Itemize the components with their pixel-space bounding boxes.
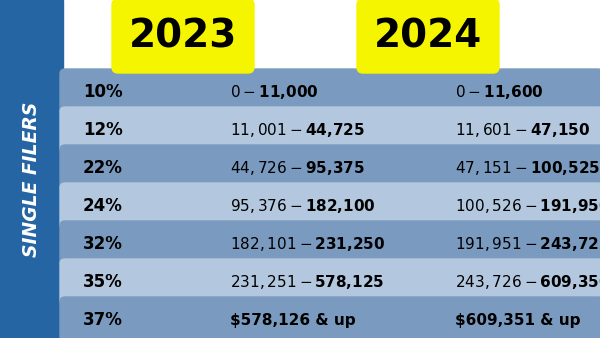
FancyBboxPatch shape — [60, 145, 600, 191]
FancyBboxPatch shape — [60, 107, 600, 153]
Text: $243,726 - $609,350: $243,726 - $609,350 — [455, 273, 600, 291]
Text: $11,601 - $47,150: $11,601 - $47,150 — [455, 121, 590, 139]
FancyBboxPatch shape — [60, 297, 600, 338]
Text: $0 - $11,600: $0 - $11,600 — [455, 83, 544, 101]
Text: $95,376 - $182,100: $95,376 - $182,100 — [230, 197, 376, 215]
Text: 37%: 37% — [83, 311, 123, 329]
Text: $609,351 & up: $609,351 & up — [455, 313, 581, 328]
Text: 2024: 2024 — [374, 17, 482, 55]
Text: $100,526 - $191,950: $100,526 - $191,950 — [455, 197, 600, 215]
Text: $44,726 - $95,375: $44,726 - $95,375 — [230, 159, 365, 177]
Text: 10%: 10% — [83, 83, 123, 101]
Text: $0 - $11,000: $0 - $11,000 — [230, 83, 319, 101]
Text: 24%: 24% — [83, 197, 123, 215]
Text: $231,251 - $578,125: $231,251 - $578,125 — [230, 273, 385, 291]
Text: $191,951 - $243,725: $191,951 - $243,725 — [455, 235, 600, 253]
FancyBboxPatch shape — [112, 0, 254, 73]
Text: $11,001 - $44,725: $11,001 - $44,725 — [230, 121, 365, 139]
Text: 22%: 22% — [83, 159, 123, 177]
Text: 2023: 2023 — [129, 17, 237, 55]
Text: $47,151 - $100,525: $47,151 - $100,525 — [455, 159, 600, 177]
Text: $182,101 - $231,250: $182,101 - $231,250 — [230, 235, 385, 253]
FancyBboxPatch shape — [357, 0, 499, 73]
Text: 12%: 12% — [83, 121, 123, 139]
Text: $578,126 & up: $578,126 & up — [230, 313, 356, 328]
Bar — [0, 0, 63, 338]
FancyBboxPatch shape — [60, 69, 600, 115]
Text: 32%: 32% — [83, 235, 123, 253]
FancyBboxPatch shape — [60, 221, 600, 267]
Text: 35%: 35% — [83, 273, 123, 291]
FancyBboxPatch shape — [60, 259, 600, 305]
Text: SINGLE FILERS: SINGLE FILERS — [22, 101, 41, 257]
FancyBboxPatch shape — [60, 183, 600, 229]
